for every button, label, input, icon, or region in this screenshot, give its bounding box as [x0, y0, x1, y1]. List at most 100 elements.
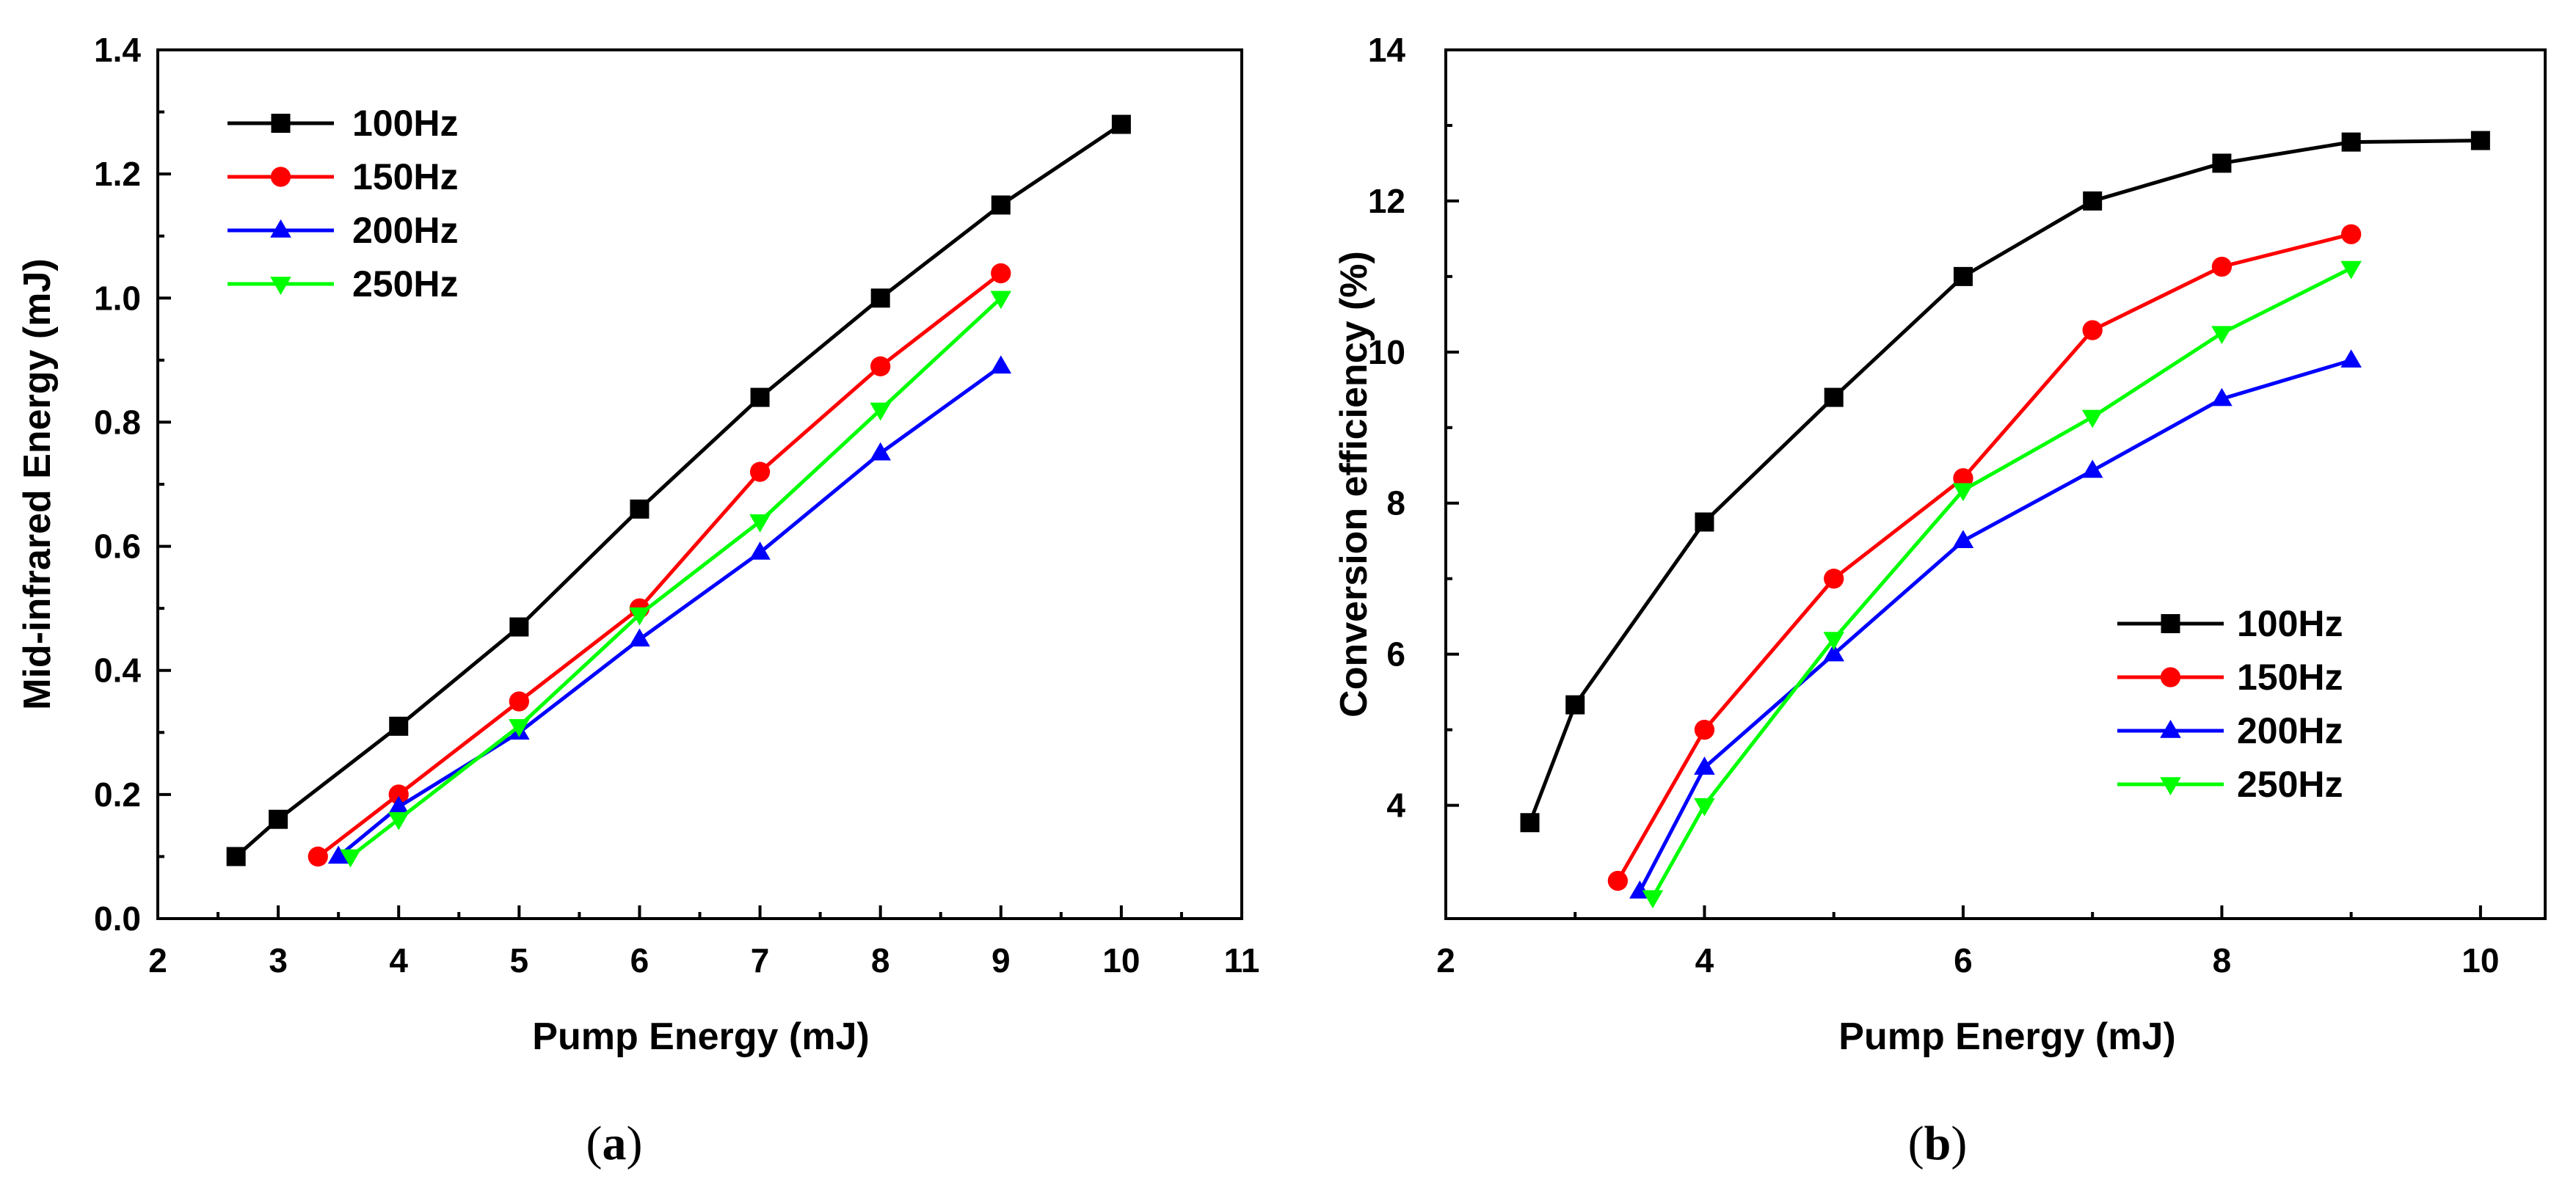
- x-tick-label: 8: [871, 941, 890, 979]
- data-point: [2212, 153, 2232, 173]
- legend: 100Hz 150Hz 200Hz 250Hz: [228, 103, 459, 304]
- data-point: [2340, 349, 2362, 368]
- series-200Hz: [1629, 349, 2362, 899]
- legend-marker: [2160, 667, 2181, 687]
- y-tick-label: 0.0: [94, 900, 141, 938]
- data-point: [308, 846, 328, 867]
- data-point: [2083, 191, 2103, 211]
- data-point: [870, 356, 891, 376]
- legend-label: 100Hz: [2237, 603, 2343, 644]
- data-point: [870, 402, 891, 421]
- data-point: [389, 716, 409, 736]
- data-point: [990, 355, 1012, 374]
- y-tick-label: 0.8: [94, 403, 141, 441]
- panel-caption: (b): [1908, 1117, 1968, 1170]
- data-point: [1952, 483, 1974, 502]
- data-point: [991, 263, 1011, 284]
- panel-caption: (a): [586, 1117, 643, 1170]
- data-point: [750, 387, 770, 407]
- data-point: [749, 541, 771, 560]
- data-point: [2082, 320, 2103, 340]
- caption-close-paren: ): [627, 1117, 643, 1170]
- chart-a: 2 3 4 5 6 7 8 9 10 11 0.0 0.2 0.4 0.6 0.8 1.0 1.2 1.4 Pump…: [16, 31, 1259, 1170]
- y-tick-label: 12: [1368, 182, 1405, 220]
- data-point: [509, 617, 529, 637]
- y-tick-label: 0.4: [94, 652, 141, 690]
- x-axis-label: Pump Energy (mJ): [532, 1015, 869, 1058]
- y-tick-label: 4: [1386, 787, 1405, 825]
- data-point: [991, 195, 1011, 215]
- y-tick-label: 1.2: [94, 155, 141, 193]
- data-point: [2081, 459, 2103, 478]
- data-point: [2211, 256, 2233, 277]
- series-100Hz: [1520, 131, 2490, 833]
- data-point: [870, 288, 890, 308]
- data-point: [509, 691, 529, 712]
- data-point: [990, 291, 1012, 310]
- data-point: [226, 847, 246, 867]
- y-tick-label: 1.4: [94, 31, 141, 69]
- data-point: [388, 811, 410, 831]
- data-point: [1607, 870, 1629, 891]
- data-point: [2470, 131, 2490, 150]
- data-point: [509, 719, 530, 737]
- x-tick-label: 10: [1102, 941, 1140, 979]
- data-point: [2341, 132, 2361, 152]
- legend-marker: [270, 277, 291, 295]
- data-point: [1520, 813, 1540, 833]
- series-150Hz: [308, 263, 1011, 867]
- caption-open-paren: (: [1908, 1117, 1924, 1170]
- data-point: [1565, 695, 1585, 715]
- data-point: [1824, 387, 1844, 407]
- caption-open-paren: (: [586, 1117, 603, 1170]
- series-100Hz: [226, 114, 1131, 867]
- data-point: [1823, 643, 1845, 662]
- legend: 100Hz 150Hz 200Hz 250Hz: [2117, 603, 2343, 805]
- data-point: [327, 845, 349, 864]
- x-tick-label: 11: [1224, 941, 1260, 979]
- legend-label: 150Hz: [352, 156, 459, 197]
- y-tick-label: 14: [1368, 31, 1406, 69]
- series-line: [316, 271, 1003, 858]
- series-250Hz: [1642, 260, 2362, 909]
- legend-label: 250Hz: [352, 263, 459, 304]
- data-point: [2081, 409, 2103, 428]
- data-point: [1953, 266, 1973, 286]
- y-tick-label: 6: [1386, 635, 1405, 674]
- legend-label: 250Hz: [2237, 764, 2343, 805]
- legend-label: 200Hz: [2237, 710, 2343, 751]
- x-tick-label: 10: [2462, 941, 2499, 979]
- legend-marker: [271, 114, 291, 133]
- caption-close-paren: ): [1951, 1117, 1967, 1170]
- y-axis-label: Mid-infrared Energy (mJ): [16, 258, 59, 709]
- y-tick-label: 0.2: [94, 776, 141, 814]
- data-point: [1694, 798, 1715, 817]
- series-200Hz: [327, 355, 1012, 864]
- caption-letter: b: [1924, 1117, 1951, 1170]
- data-point: [1823, 632, 1845, 651]
- data-point: [1111, 114, 1131, 134]
- data-point: [388, 795, 410, 814]
- x-tick-label: 3: [269, 941, 288, 979]
- legend-label: 100Hz: [352, 103, 459, 144]
- y-tick-label: 1.0: [94, 279, 141, 317]
- x-tick-label: 6: [1954, 941, 1973, 979]
- data-point: [630, 499, 650, 519]
- data-point: [749, 514, 771, 533]
- x-tick-label: 2: [148, 941, 167, 979]
- series-line: [349, 296, 1003, 858]
- y-tick-label: 10: [1368, 333, 1405, 371]
- y-axis-label: Conversion efficiency (%): [1333, 251, 1375, 718]
- chart-b: 2 4 6 8 10 4 6 8 10 12 14 Pump Energy (mJ) Conversio…: [1333, 31, 2547, 1170]
- legend-label: 200Hz: [352, 210, 459, 251]
- legend-label: 150Hz: [2237, 657, 2343, 698]
- caption-letter: a: [603, 1117, 627, 1170]
- y-tick-label: 8: [1386, 484, 1405, 522]
- legend-marker: [2161, 614, 2180, 633]
- x-tick-label: 9: [992, 941, 1011, 979]
- data-point: [870, 442, 891, 461]
- data-point: [1952, 530, 1974, 548]
- data-point: [388, 784, 409, 805]
- legend-marker: [2160, 777, 2181, 795]
